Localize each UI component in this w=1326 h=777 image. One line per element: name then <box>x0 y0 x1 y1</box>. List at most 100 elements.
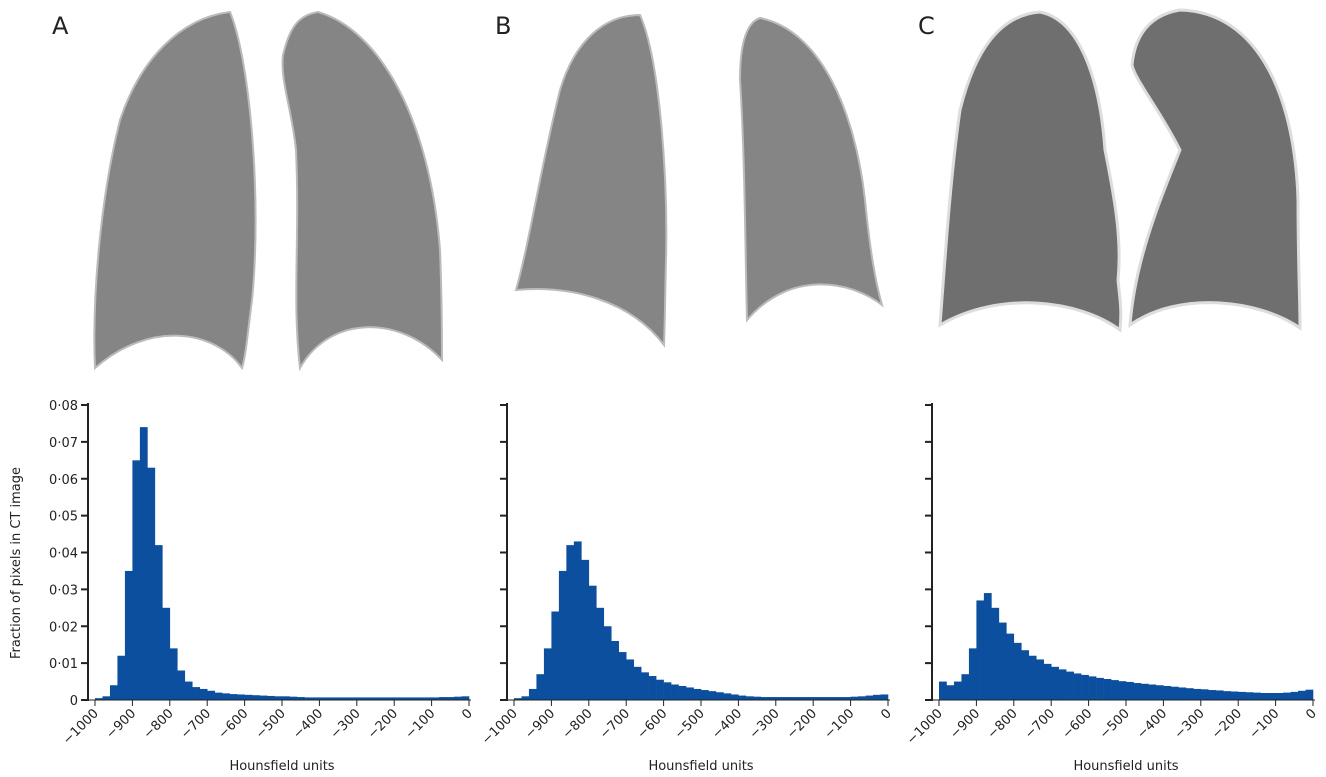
bar <box>109 685 118 700</box>
bar <box>618 652 627 700</box>
bar <box>873 694 881 700</box>
bar <box>296 697 305 700</box>
panel-label: A <box>52 12 69 40</box>
bar <box>424 697 432 700</box>
bar <box>1275 692 1284 700</box>
bar <box>865 695 874 700</box>
bar <box>1238 691 1246 700</box>
bar <box>768 697 777 700</box>
x-tick-label: −500 <box>672 706 708 742</box>
bar <box>656 679 664 700</box>
x-tick-label: −500 <box>1097 706 1133 742</box>
bar <box>1268 692 1276 700</box>
bar <box>214 692 223 700</box>
bar <box>1118 681 1127 700</box>
bar <box>1155 685 1164 700</box>
bar <box>304 697 313 700</box>
ct-lung <box>1128 8 1302 331</box>
bar <box>282 696 290 700</box>
bar <box>1028 655 1037 700</box>
bar <box>1058 669 1067 700</box>
x-tick-label: −700 <box>597 706 633 742</box>
bar <box>633 666 642 700</box>
bar <box>259 695 268 700</box>
x-tick-label: −900 <box>103 706 139 742</box>
bar <box>701 690 709 700</box>
bar <box>603 626 612 700</box>
bar <box>1215 690 1224 700</box>
bar <box>356 697 365 700</box>
ct-images <box>93 8 1302 372</box>
x-tick-label: −800 <box>985 706 1021 742</box>
x-tick-label: −1000 <box>904 706 946 748</box>
bar <box>1230 691 1239 700</box>
x-tick-label: −1000 <box>479 706 521 748</box>
bar <box>850 696 859 700</box>
bar <box>341 697 350 700</box>
y-tick-label: 0·07 <box>49 436 78 451</box>
bar <box>95 698 103 700</box>
x-tick-label: −200 <box>784 706 820 742</box>
bar <box>708 691 717 700</box>
x-tick-label: −300 <box>747 706 783 742</box>
bar <box>641 672 649 700</box>
bar <box>961 674 970 700</box>
bar <box>1111 680 1119 700</box>
bar <box>177 670 186 700</box>
y-axis-label: Fraction of pixels in CT image <box>9 467 24 659</box>
bar <box>983 593 992 700</box>
bar <box>1043 663 1052 700</box>
bar <box>626 659 634 700</box>
x-tick-label: −400 <box>709 706 745 742</box>
bar <box>416 697 425 700</box>
bar <box>454 696 462 700</box>
bar <box>386 697 395 700</box>
bar <box>1245 692 1254 700</box>
bar <box>745 696 754 700</box>
bar <box>371 697 380 700</box>
bar <box>1298 690 1306 700</box>
bar <box>1283 692 1291 700</box>
bar <box>237 694 245 700</box>
bar <box>349 697 358 700</box>
bar <box>1290 691 1299 700</box>
bar <box>439 697 447 700</box>
bar <box>648 676 657 700</box>
bar <box>409 697 417 700</box>
y-tick-label: 0·06 <box>49 473 78 488</box>
x-tick-label: −600 <box>635 706 671 742</box>
bar <box>117 655 126 700</box>
bar <box>678 685 687 700</box>
y-tick-label: 0·03 <box>49 583 78 598</box>
y-tick-label: 0·01 <box>49 657 78 672</box>
bar <box>998 622 1007 700</box>
x-tick-label: −900 <box>947 706 983 742</box>
bar <box>1126 681 1134 700</box>
bar <box>738 695 747 700</box>
x-tick-label: −900 <box>522 706 558 742</box>
bar <box>364 697 373 700</box>
bar <box>147 467 156 700</box>
bar <box>1021 650 1030 700</box>
x-tick-label: −500 <box>253 706 289 742</box>
bar <box>132 460 141 700</box>
x-tick-label: −400 <box>290 706 326 742</box>
x-tick-label: 0 <box>1303 706 1319 722</box>
ct-lung <box>514 13 668 348</box>
x-tick-label: −800 <box>141 706 177 742</box>
bar <box>1305 689 1314 700</box>
x-axis-label: Hounsfield units <box>648 759 753 774</box>
bar <box>880 694 889 700</box>
bar <box>783 697 792 700</box>
bar <box>753 696 762 700</box>
x-axis-label: Hounsfield units <box>1073 759 1178 774</box>
bar <box>551 611 560 700</box>
ct-lung <box>738 16 884 323</box>
bar <box>715 692 724 700</box>
bar <box>805 697 814 700</box>
bar <box>1066 671 1074 700</box>
x-tick-label: −100 <box>1247 706 1283 742</box>
x-tick-label: −1000 <box>60 706 102 748</box>
bar <box>596 607 605 700</box>
x-tick-label: 0 <box>459 706 475 722</box>
